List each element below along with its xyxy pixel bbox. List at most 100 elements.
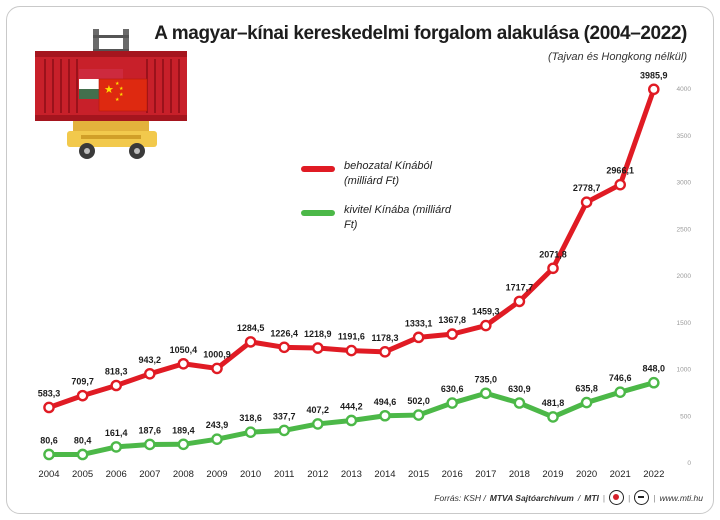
data-label-import: 1218,9 (304, 329, 332, 339)
x-tick-label: 2021 (610, 469, 631, 480)
data-label-import: 1333,1 (405, 318, 433, 328)
data-point-import (76, 389, 89, 402)
data-label-export: 161,4 (105, 428, 128, 438)
legend-item-export: kivitel Kínába (milliárd Ft) (301, 203, 454, 233)
x-tick-label: 2014 (374, 469, 395, 480)
data-label-import: 2071,8 (539, 249, 567, 259)
data-point-import (244, 336, 257, 348)
x-tick-label: 2008 (173, 469, 194, 480)
legend-label-import: behozatal Kínából (milliárd Ft) (344, 160, 433, 187)
x-tick-label: 2013 (341, 469, 362, 480)
data-point-export (513, 397, 526, 409)
data-label-import: 1191,6 (338, 332, 365, 342)
footer-divider: | (653, 492, 656, 503)
data-point-export (479, 387, 492, 400)
svg-text:★: ★ (104, 83, 114, 96)
data-point-export (311, 418, 324, 430)
data-point-export (412, 409, 425, 421)
data-point-import (110, 379, 122, 392)
x-tick-label: 2022 (643, 469, 664, 480)
data-label-import: 1226,4 (270, 328, 298, 338)
data-label-export: 481,8 (542, 398, 565, 408)
y-tick-label: 2000 (677, 273, 692, 280)
footer-url: www.mti.hu (659, 492, 703, 503)
data-label-export: 337,7 (273, 411, 296, 421)
data-point-import (580, 196, 593, 208)
data-point-export (211, 433, 223, 445)
series-layer: 583,3 709,7 818,3 943,2 1050,4 1000,9 1284,5 12… (38, 70, 668, 461)
data-point-import (648, 83, 660, 96)
x-tick-label: 2010 (240, 469, 261, 480)
x-tick-label: 2020 (576, 469, 597, 480)
svg-text:★: ★ (119, 92, 124, 98)
chart-svg: ★ ★ ★ ★ ★ 2004 2005 2006 2007 2008 2009 2010 20… (35, 29, 692, 480)
data-label-import: 1367,8 (438, 315, 466, 325)
legend-swatch-export (301, 210, 335, 216)
data-point-export (278, 424, 291, 437)
data-label-export: 630,6 (441, 384, 464, 394)
chart-subtitle: (Tajvan és Hongkong nélkül) (547, 51, 687, 63)
data-point-import (446, 328, 459, 340)
data-point-import (479, 319, 492, 332)
x-tick-label: 2012 (307, 469, 328, 480)
data-point-import (311, 342, 324, 354)
data-point-export (614, 386, 627, 398)
x-tick-label: 2017 (475, 469, 496, 480)
data-point-import (143, 368, 156, 380)
data-label-export: 494,6 (374, 397, 397, 407)
data-label-import: 583,3 (38, 388, 61, 398)
data-label-export: 80,6 (40, 435, 58, 445)
data-label-import: 709,7 (71, 377, 94, 387)
y-tick-label: 500 (680, 413, 691, 420)
data-point-import (547, 262, 559, 275)
data-label-import: 2966,1 (606, 166, 634, 176)
y-tick-label: 0 (687, 460, 691, 467)
svg-text:★: ★ (119, 86, 124, 92)
data-point-import (345, 344, 358, 357)
footer-separator: / (577, 492, 581, 503)
data-point-export (244, 426, 257, 439)
data-point-export (143, 438, 156, 451)
data-label-export: 189,4 (172, 425, 195, 435)
data-point-import (278, 341, 291, 354)
x-tick-label: 2006 (106, 469, 127, 480)
data-point-import (379, 346, 391, 358)
data-point-export (177, 438, 190, 451)
footer-mti: MTI (584, 492, 599, 503)
data-label-export: 746,6 (609, 373, 632, 383)
x-tick-label: 2016 (442, 469, 463, 480)
legend-item-import: behozatal Kínából (milliárd Ft) (301, 159, 454, 189)
data-label-import: 818,3 (105, 366, 128, 376)
data-point-export (43, 448, 55, 461)
data-point-import (43, 401, 55, 414)
data-point-export (345, 414, 358, 427)
footer-brand: MTVA Sajtóarchívum (489, 492, 574, 503)
data-label-export: 630,9 (508, 384, 531, 394)
legend-swatch-import (301, 166, 335, 172)
y-tick-label: 3000 (677, 180, 692, 187)
data-label-export: 848,0 (643, 364, 666, 374)
container-on-forklift-illustration: ★ ★ ★ ★ ★ (35, 29, 187, 159)
data-point-export (379, 409, 391, 422)
data-point-import (614, 178, 627, 191)
data-label-import: 1178,3 (371, 333, 398, 343)
y-tick-label: 4000 (677, 86, 692, 93)
data-point-import (412, 331, 425, 344)
x-tick-label: 2007 (139, 469, 160, 480)
svg-text:★: ★ (115, 97, 120, 103)
data-label-import: 2778,7 (573, 183, 601, 193)
data-label-export: 407,2 (307, 405, 330, 415)
data-label-import: 1000,9 (203, 349, 231, 359)
x-tick-label: 2015 (408, 469, 429, 480)
y-axis: 0 500 1000 1500 2000 2500 3000 3500 4000 (677, 86, 692, 467)
legend: behozatal Kínából (milliárd Ft) kivitel … (301, 159, 454, 247)
data-label-import: 1459,3 (472, 307, 500, 317)
x-tick-label: 2009 (206, 469, 227, 480)
chart-title: A magyar–kínai kereskedelmi forgalom ala… (154, 23, 687, 44)
data-label-import: 3985,9 (640, 70, 668, 80)
data-point-export (580, 396, 593, 409)
data-label-export: 735,0 (475, 374, 498, 384)
data-label-import: 1284,5 (237, 323, 265, 333)
x-tick-label: 2004 (38, 469, 59, 480)
y-tick-label: 2500 (677, 226, 692, 233)
